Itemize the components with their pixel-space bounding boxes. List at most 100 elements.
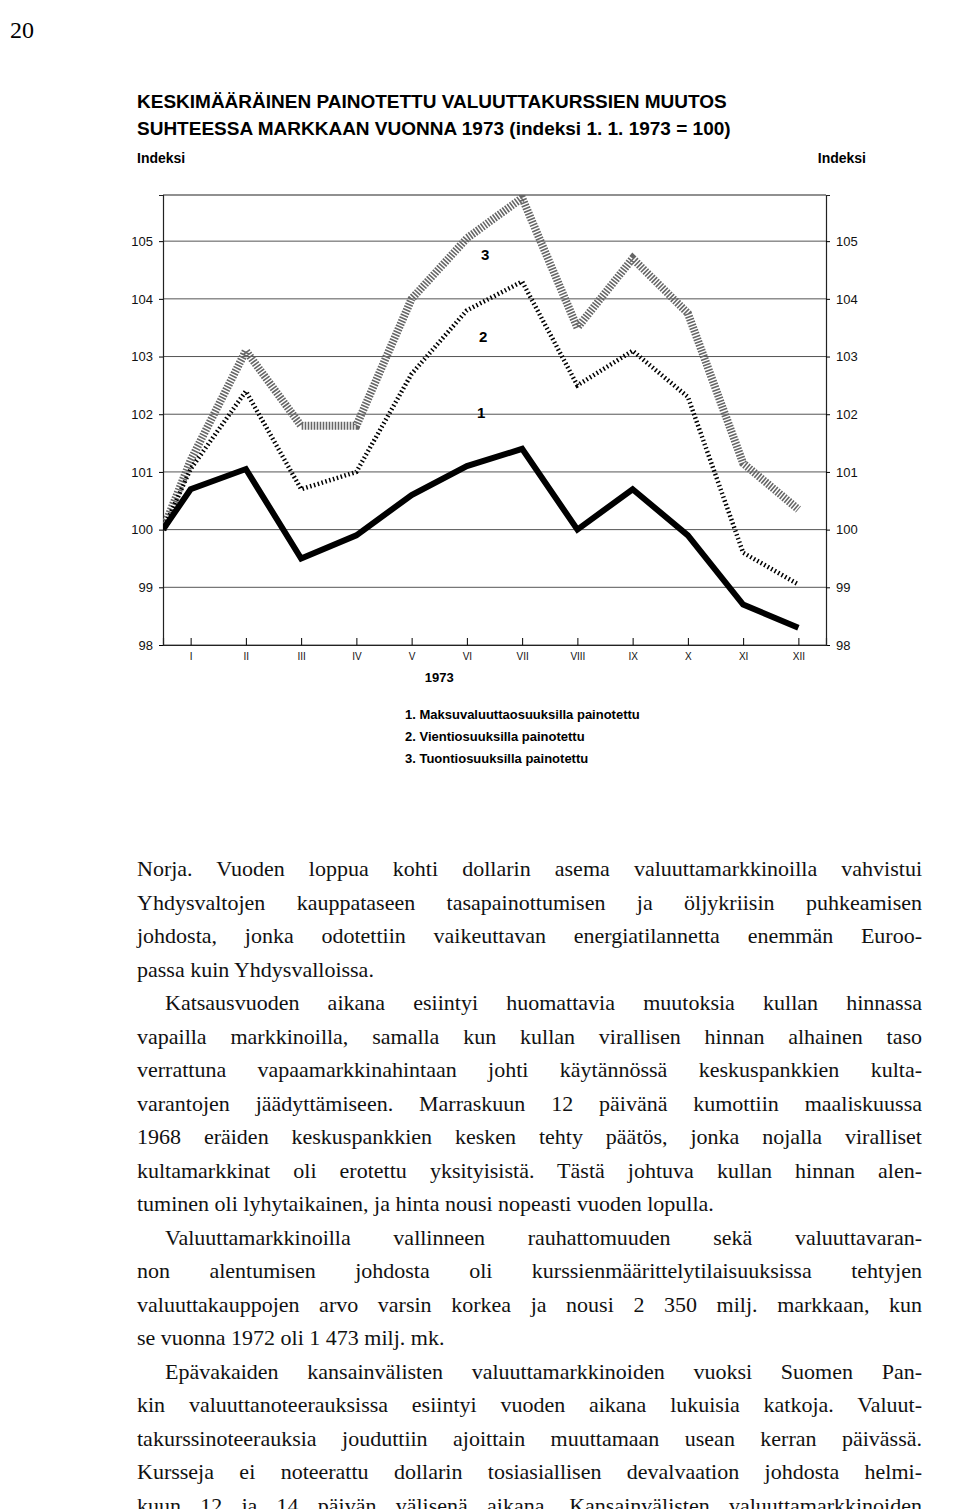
annotation: 2	[479, 328, 487, 345]
tick: 103	[826, 349, 858, 364]
tick-mark	[159, 645, 163, 646]
text-line: se vuonna 1972 oli 1 473 milj. mk.	[137, 1321, 922, 1355]
tick-mark	[826, 241, 830, 242]
series-line	[163, 198, 798, 530]
tick-mark	[159, 530, 163, 531]
tick-label: II	[244, 651, 250, 662]
text-line: takurssinoteerauksia jouduttiin ajoittai…	[137, 1422, 922, 1456]
text-line: Katsausvuoden aikana esiintyi huomattavi…	[137, 986, 922, 1020]
tick-label: V	[409, 651, 416, 662]
y-axis: 9899100101102103104105	[131, 196, 163, 653]
tick-mark	[688, 638, 689, 645]
tick-mark	[743, 638, 744, 645]
tick-label: I	[190, 651, 193, 662]
x-axis: IIIIIIIVVVIVIIVIIIIXXXIXII	[164, 638, 827, 662]
tick-label: IV	[352, 651, 362, 662]
text-line: 1968 eräiden keskuspankkien kesken tehty…	[137, 1120, 922, 1154]
tick: 98	[826, 638, 850, 653]
tick-label: XI	[739, 651, 748, 662]
tick-label: VI	[463, 651, 472, 662]
tick-mark	[159, 357, 163, 358]
tick-label: 98	[139, 638, 153, 653]
tick-mark	[826, 530, 830, 531]
text-line: non alentumisen johdosta oli kurssienmää…	[137, 1254, 922, 1288]
text-line: Norja. Vuoden loppua kohti dollarin asem…	[137, 852, 922, 886]
tick: 102	[131, 407, 163, 422]
tick-mark	[159, 241, 163, 242]
legend-entry: 3. Tuontiosuuksilla painotettu	[405, 751, 588, 766]
tick-label: 103	[836, 349, 858, 364]
tick: IV	[352, 638, 362, 662]
tick: VI	[463, 638, 472, 662]
frame	[163, 194, 826, 195]
tick-label: XII	[793, 651, 805, 662]
text-line: johdosta, jonka odotettiin vaikeuttavan …	[137, 919, 922, 953]
tick-label: 105	[131, 234, 153, 249]
tick-mark	[633, 638, 634, 645]
body-text: Norja. Vuoden loppua kohti dollarin asem…	[137, 852, 922, 1509]
title: KESKIMÄÄRÄINEN PAINOTETTU VALUUTTAKURSSI…	[137, 91, 727, 112]
tick: IX	[628, 638, 638, 662]
text-line: Epävakaiden kansainvälisten valuuttamark…	[137, 1355, 922, 1389]
text-line: kin valuuttanoteerauksissa esiintyi vuod…	[137, 1388, 922, 1422]
tick-label: 105	[836, 234, 858, 249]
tick: III	[297, 638, 305, 662]
tick: 99	[826, 580, 850, 595]
tick-mark	[246, 638, 247, 645]
text-line: vapailla markkinoilla, samalla kun kulla…	[137, 1020, 922, 1054]
text-line: kultamarkkinat oli erotettu yksityisistä…	[137, 1154, 922, 1188]
tick: 102	[826, 407, 858, 422]
tick-mark	[159, 587, 163, 588]
text-line: kuun 12 ja 14 päivän välisenä aikana. Ka…	[137, 1489, 922, 1509]
tick-mark	[798, 638, 799, 645]
legend-entry: 2. Vientiosuuksilla painotettu	[405, 729, 585, 744]
lines	[163, 198, 798, 628]
tick-label: 103	[131, 349, 153, 364]
tick-label: VII	[517, 651, 529, 662]
tick-mark	[826, 414, 830, 415]
text-line: valuuttakauppojen arvo varsin korkea ja …	[137, 1288, 922, 1322]
tick-label: 102	[131, 407, 153, 422]
tick: X	[685, 638, 692, 662]
tick: 100	[131, 522, 163, 537]
tick: 103	[131, 349, 163, 364]
tick-mark	[356, 638, 357, 645]
tick-mark	[467, 638, 468, 645]
tick: 101	[131, 465, 163, 480]
tick: 105	[826, 234, 858, 249]
chart: 20 KESKIMÄÄRÄINEN PAINOTETTU VALUUTTAKURS…	[0, 0, 960, 800]
axis-line	[827, 196, 831, 646]
tick: 105	[131, 234, 163, 249]
text-line: verrattuna vapaamarkkinahintaan johti kä…	[137, 1053, 922, 1087]
tick-label: 99	[836, 580, 850, 595]
text-line: Kursseja ei noteerattu dollarin tosiasia…	[137, 1455, 922, 1489]
series-line	[163, 282, 798, 585]
tick: I	[190, 638, 193, 662]
tick: 98	[139, 638, 163, 653]
annotation: 1	[477, 404, 485, 421]
y2-axis: 9899100101102103104105	[826, 196, 858, 653]
annotation: 3	[481, 246, 489, 263]
paragraph: Epävakaiden kansainvälisten valuuttamark…	[137, 1355, 922, 1509]
tick: VII	[517, 638, 529, 662]
tick-label: 100	[131, 522, 153, 537]
tick-label: 102	[836, 407, 858, 422]
tick-label: III	[297, 651, 305, 662]
text-line: Valuuttamarkkinoilla vallinneen rauhatto…	[137, 1221, 922, 1255]
tick-label: 101	[131, 465, 153, 480]
axis-line	[159, 196, 164, 646]
grid-line	[163, 529, 826, 530]
tick-mark	[826, 472, 830, 473]
tick-label: 101	[836, 465, 858, 480]
page-number: 20	[10, 17, 34, 43]
text-line: Yhdysvaltojen kauppataseen tasapainottum…	[137, 886, 922, 920]
tick-label: 98	[836, 638, 850, 653]
tick-label: 104	[131, 292, 153, 307]
tick-mark	[191, 638, 192, 645]
tick: 104	[131, 292, 163, 307]
x-axis-title: 1973	[425, 670, 454, 685]
tick-mark	[159, 472, 163, 473]
tick-label: IX	[628, 651, 638, 662]
axis-line	[164, 638, 827, 646]
tick: II	[244, 638, 250, 662]
